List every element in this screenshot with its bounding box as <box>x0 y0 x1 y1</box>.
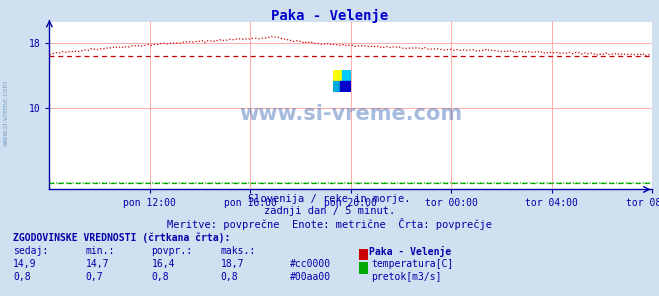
Text: 0,8: 0,8 <box>13 272 31 282</box>
Text: ZGODOVINSKE VREDNOSTI (črtkana črta):: ZGODOVINSKE VREDNOSTI (črtkana črta): <box>13 232 231 243</box>
Text: #00aa00: #00aa00 <box>290 272 331 282</box>
Text: 18,7: 18,7 <box>221 259 244 269</box>
Text: povpr.:: povpr.: <box>152 246 192 256</box>
Text: pretok[m3/s]: pretok[m3/s] <box>371 272 442 282</box>
Text: maks.:: maks.: <box>221 246 256 256</box>
Text: #cc0000: #cc0000 <box>290 259 331 269</box>
Text: sedaj:: sedaj: <box>13 246 48 256</box>
Text: 16,4: 16,4 <box>152 259 175 269</box>
Bar <box>333 81 340 92</box>
Bar <box>342 70 351 81</box>
Text: 0,8: 0,8 <box>221 272 239 282</box>
Text: 0,8: 0,8 <box>152 272 169 282</box>
Text: Paka - Velenje: Paka - Velenje <box>271 9 388 23</box>
Text: www.si-vreme.com: www.si-vreme.com <box>239 104 463 124</box>
Text: zadnji dan / 5 minut.: zadnji dan / 5 minut. <box>264 206 395 216</box>
Text: www.si-vreme.com: www.si-vreme.com <box>2 79 9 146</box>
Text: 0,7: 0,7 <box>86 272 103 282</box>
Text: Meritve: povprečne  Enote: metrične  Črta: povprečje: Meritve: povprečne Enote: metrične Črta:… <box>167 218 492 230</box>
Text: min.:: min.: <box>86 246 115 256</box>
Bar <box>340 81 351 92</box>
Bar <box>333 70 342 81</box>
Text: 14,9: 14,9 <box>13 259 37 269</box>
Text: 14,7: 14,7 <box>86 259 109 269</box>
Text: temperatura[C]: temperatura[C] <box>371 259 453 269</box>
Text: Paka - Velenje: Paka - Velenje <box>369 246 451 257</box>
Text: Slovenija / reke in morje.: Slovenija / reke in morje. <box>248 194 411 204</box>
